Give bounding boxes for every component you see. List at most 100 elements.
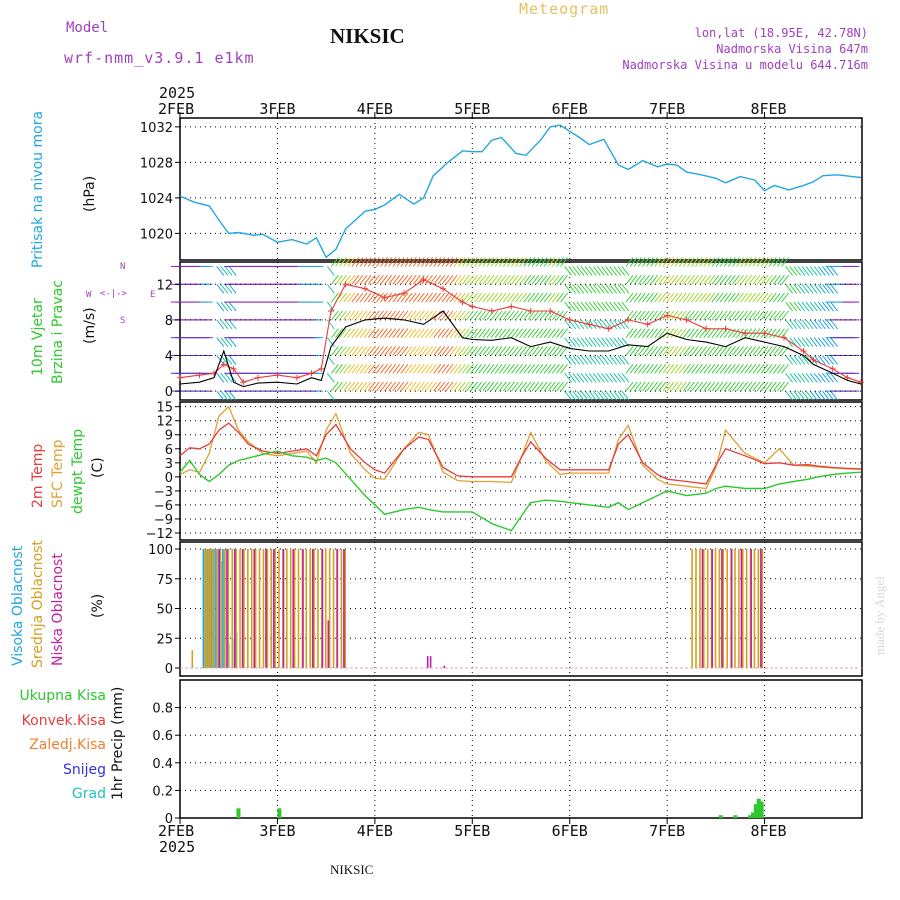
wind-barb [642,310,650,321]
wind-barb [826,266,834,276]
wind-barb [404,328,413,338]
wind-barb [355,328,364,338]
wind-barb [396,310,405,321]
wind-barb [224,319,233,330]
wind-barb [396,292,405,303]
wind-barb [502,310,511,321]
wind-barb [351,381,360,392]
wind-barb [433,346,442,356]
wind-barb [781,274,789,285]
wind-barb [654,346,663,356]
wind-speed-line [179,310,862,388]
precip-bar [718,815,723,818]
wind-barb [805,319,814,330]
wind-barb [580,355,589,365]
wind-barb [715,257,724,267]
wind-barb [658,328,667,338]
wind-barb [392,346,401,356]
wind-barb [654,363,663,374]
wind-barb [670,381,679,392]
wind-barb [687,363,695,374]
wind-barb [543,346,552,356]
wind-barb [646,274,654,285]
wind-barb [425,310,433,321]
wind-barb [613,283,622,294]
cloud-tick-label: 25 [156,632,173,647]
wind-barb [523,346,532,356]
wind-barb [392,274,401,285]
wind-barb [703,310,712,321]
wind-barb [691,328,699,338]
wind-barb [220,319,229,330]
wind-barb [801,319,810,330]
wind-barb [449,257,458,267]
wind-barb [817,283,826,294]
wind-barb [805,337,814,347]
wind-barb [768,381,777,392]
wind-barb [621,390,630,401]
wind-barb [478,292,487,303]
wind-barb [433,274,442,285]
wind-barb [748,274,757,285]
wind-barb [502,328,511,338]
wind-barb [691,310,699,321]
wind-barb [474,257,483,267]
wind-barb [744,310,753,321]
wind-barb [220,301,229,312]
wind-barb [572,283,581,294]
wind-barb [515,274,523,285]
gust-marker [527,307,534,314]
wind-barb [547,381,556,392]
wind-barb [596,372,605,383]
wind-barb [781,310,789,321]
wind-barb [441,328,450,338]
wind-barb [556,363,564,374]
wind-barb [363,292,372,303]
wind-barb [457,274,466,285]
wind-barb [703,381,712,392]
wind-barb [453,381,462,392]
wind-barb [772,381,781,392]
wind-barb [380,363,388,374]
wind-barb [711,274,720,285]
wind-barb [502,381,511,392]
temp-label-3: dewpt Temp [70,428,86,514]
wind-barb [384,328,392,338]
wind-barb [474,381,483,392]
wind-barb [592,390,601,401]
wind-barb [613,337,622,347]
year-bottom: 2025 [159,838,196,856]
wind-barb [539,346,548,356]
wind-barb [490,310,499,321]
wind-barb [355,257,364,267]
wind-barb [736,292,744,303]
wind-barb [453,363,462,374]
wind-barb [617,390,626,401]
wind-barb [822,337,830,347]
wind-barb [789,266,798,276]
wind-barb [556,292,564,303]
wind-barb [617,355,626,365]
wind-barb [772,328,781,338]
wind-barb [511,346,519,356]
wind-barb [519,363,528,374]
wind-barb [519,328,528,338]
wind-barb [609,301,618,312]
legend-frozen: Zaledj.Kisa [29,737,106,753]
gust-marker [829,365,836,372]
wind-barb [416,363,425,374]
wind-barb [547,363,556,374]
wind-barb [601,266,609,276]
wind-barb [367,257,376,267]
wind-barb [740,381,748,392]
wind-barb [478,328,487,338]
wind-barb [490,292,499,303]
wind-barb [376,292,384,303]
wind-barb [711,346,720,356]
gust-marker [362,285,369,292]
wind-barb [740,274,748,285]
wind-barb [384,292,392,303]
wind-barb [727,292,736,303]
wind-barb [809,337,818,347]
wind-barb [732,274,740,285]
